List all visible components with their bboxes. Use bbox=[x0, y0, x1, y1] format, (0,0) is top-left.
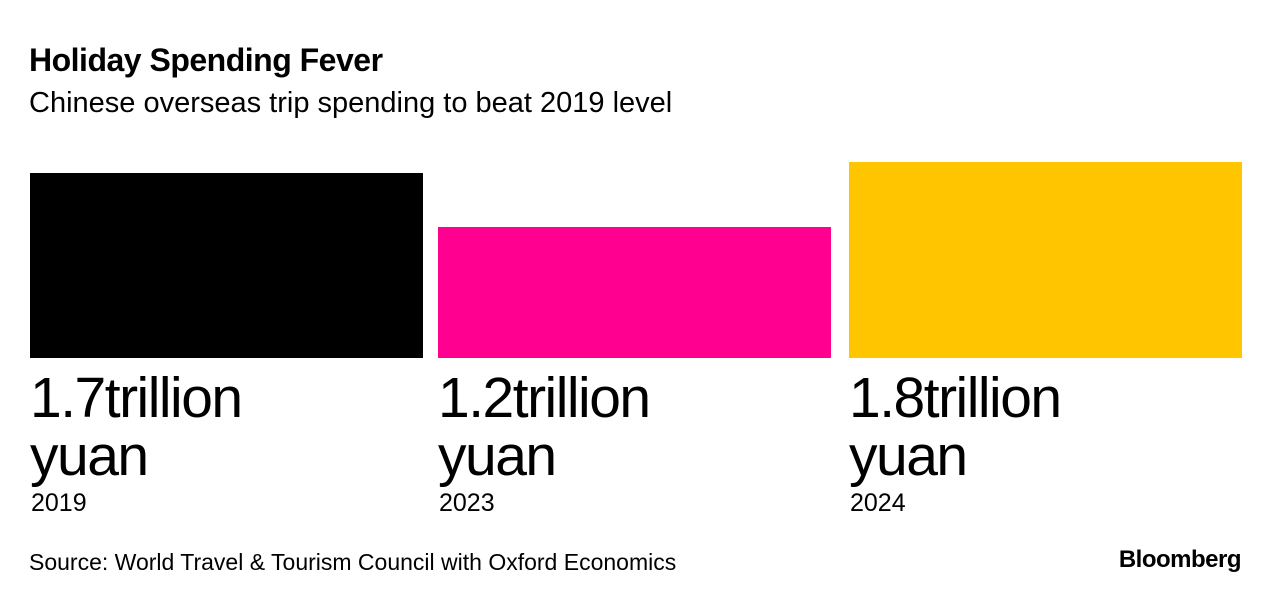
bar-panel-2019: 1.7trillion yuan 2019 bbox=[30, 150, 423, 530]
value-label-2019: 1.7trillion yuan bbox=[30, 366, 243, 488]
bar-area bbox=[849, 150, 1242, 358]
bar-panel-2024: 1.8trillion yuan 2024 bbox=[849, 150, 1242, 530]
source-note: Source: World Travel & Tourism Council w… bbox=[29, 549, 677, 575]
bar-area bbox=[30, 150, 423, 358]
bloomberg-logo: Bloomberg bbox=[1118, 546, 1242, 573]
bar-2023 bbox=[438, 227, 831, 358]
bar-chart: 1.7trillion yuan 2019 1.2trillion yuan 2023 1.… bbox=[0, 150, 1279, 530]
chart-subtitle: Chinese overseas trip spending to beat 2… bbox=[29, 87, 673, 119]
category-label-2024: 2024 bbox=[850, 489, 906, 517]
value-label-2024: 1.8trillion yuan bbox=[849, 366, 1062, 488]
chart-title: Holiday Spending Fever bbox=[29, 42, 383, 78]
bar-2019 bbox=[30, 173, 423, 358]
value-label-2023: 1.2trillion yuan bbox=[438, 366, 651, 488]
category-label-2023: 2023 bbox=[439, 489, 495, 517]
bar-2024 bbox=[849, 162, 1242, 358]
bar-area bbox=[438, 150, 831, 358]
category-label-2019: 2019 bbox=[31, 489, 87, 517]
bar-panel-2023: 1.2trillion yuan 2023 bbox=[438, 150, 831, 530]
